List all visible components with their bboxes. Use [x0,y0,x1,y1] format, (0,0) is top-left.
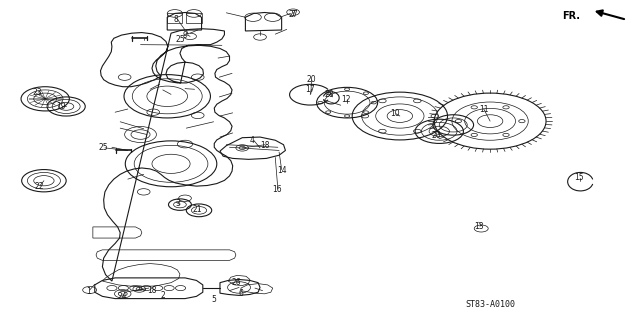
Text: 6: 6 [238,289,243,298]
Text: 8: 8 [173,15,178,24]
Text: 22: 22 [34,182,43,191]
Text: 25: 25 [175,35,185,44]
Text: 10: 10 [390,109,399,118]
Text: 19: 19 [56,102,66,111]
Text: 3: 3 [175,198,180,207]
Text: 23: 23 [32,88,43,97]
Text: 14: 14 [277,166,287,175]
Text: 21: 21 [193,205,203,214]
Text: 24: 24 [118,292,127,301]
Text: 11: 11 [479,105,489,114]
Text: 18: 18 [147,286,157,295]
Text: 13: 13 [474,222,483,231]
Text: 1: 1 [86,287,91,296]
Text: 28: 28 [325,90,334,99]
Text: 20: 20 [431,131,441,140]
Text: 18: 18 [260,141,269,150]
Text: 15: 15 [575,173,584,182]
Text: 16: 16 [273,185,282,194]
Text: 25: 25 [99,143,108,152]
Text: 7: 7 [290,10,296,19]
Text: FR.: FR. [562,11,580,21]
Text: 9: 9 [183,31,187,40]
Text: 5: 5 [211,295,216,304]
Text: 12: 12 [341,95,350,104]
Text: 26: 26 [231,278,241,287]
Text: ST83-A0100: ST83-A0100 [465,300,515,308]
Text: 20: 20 [306,75,316,84]
Text: 2: 2 [161,291,165,300]
Text: 4: 4 [249,136,254,145]
Text: 17: 17 [305,85,315,94]
Text: 27: 27 [289,10,298,19]
